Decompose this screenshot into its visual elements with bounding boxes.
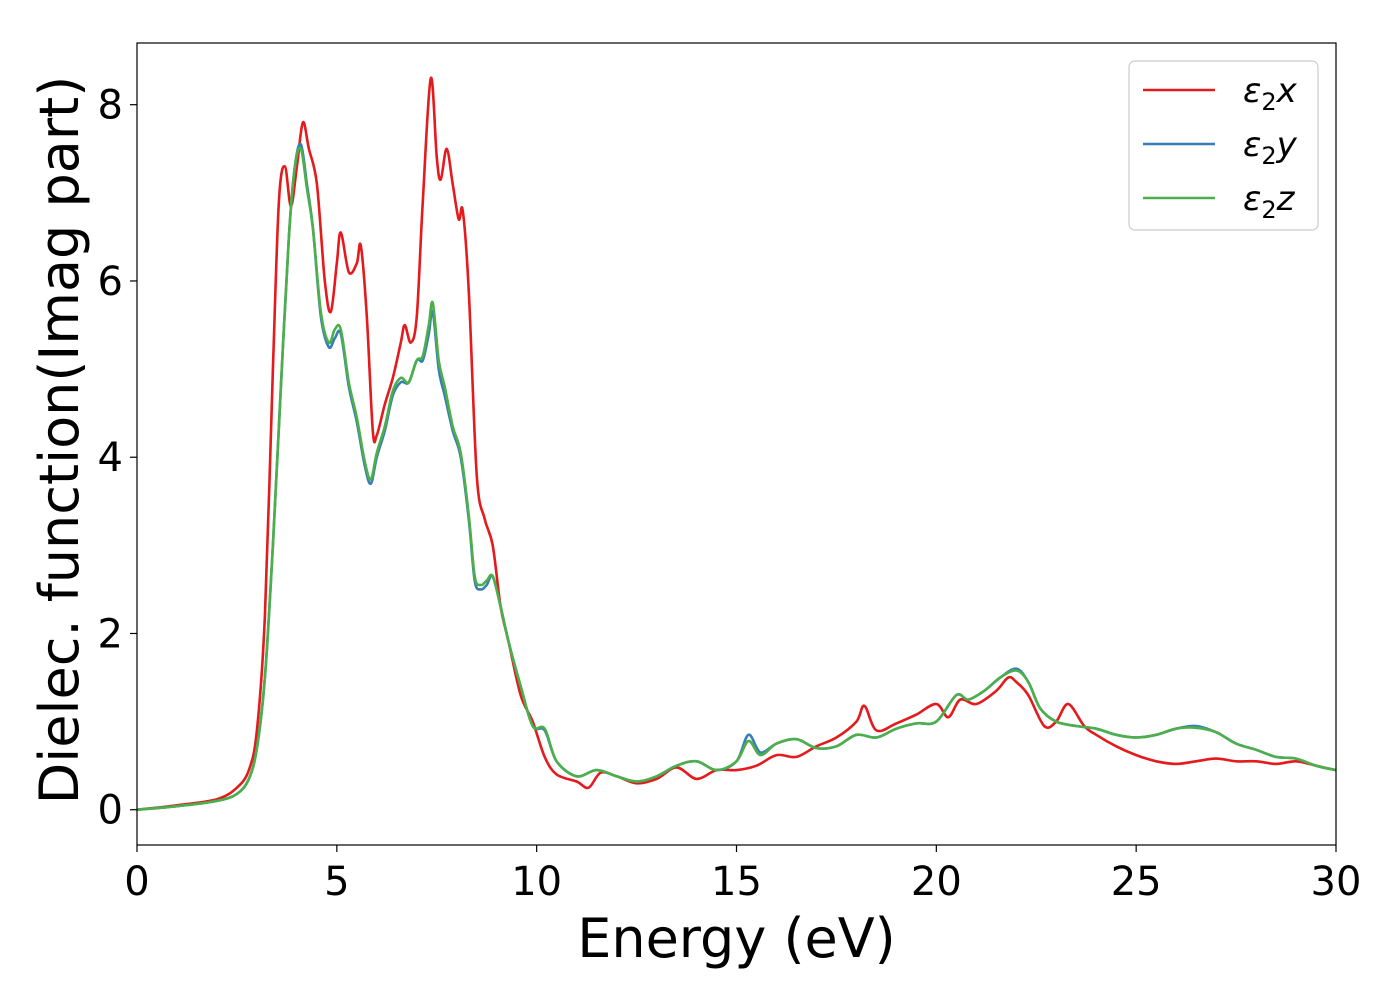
legend-subscript: 2 bbox=[1261, 88, 1276, 116]
legend-subscript: 2 bbox=[1261, 196, 1276, 224]
legend-box bbox=[1128, 60, 1319, 231]
series-layer bbox=[136, 76, 1337, 811]
y-tick-label: 6 bbox=[98, 259, 123, 305]
x-tick-label: 20 bbox=[911, 859, 962, 905]
legend-component: z bbox=[1276, 179, 1296, 219]
legend-symbol: ε bbox=[1243, 71, 1261, 111]
legend-label-x: ε2x bbox=[1243, 71, 1298, 116]
legend-symbol: ε bbox=[1243, 179, 1261, 219]
y-tick-label: 4 bbox=[98, 435, 123, 481]
x-tick-label: 0 bbox=[124, 859, 149, 905]
y-tick-label: 0 bbox=[98, 788, 123, 834]
legend-label-z: ε2z bbox=[1243, 179, 1296, 224]
y-axis-ticks: 0 2 4 6 8 bbox=[98, 83, 137, 834]
x-tick-label: 10 bbox=[511, 859, 562, 905]
series-line-z bbox=[136, 146, 1337, 811]
legend-subscript: 2 bbox=[1261, 142, 1276, 170]
x-axis-ticks: 0 5 10 15 20 25 30 bbox=[124, 845, 1361, 905]
series-line-x bbox=[136, 76, 1337, 811]
y-axis-label: Dielec. function(Imag part) bbox=[28, 76, 91, 805]
x-axis-label: Energy (eV) bbox=[577, 907, 896, 970]
x-tick-label: 30 bbox=[1311, 859, 1362, 905]
y-tick-label: 2 bbox=[98, 611, 123, 657]
x-tick-label: 15 bbox=[711, 859, 762, 905]
x-tick-label: 25 bbox=[1111, 859, 1162, 905]
legend-component: y bbox=[1276, 125, 1298, 165]
series-line-y bbox=[136, 142, 1337, 811]
legend-symbol: ε bbox=[1243, 125, 1261, 165]
y-tick-label: 8 bbox=[98, 83, 123, 129]
legend-component: x bbox=[1276, 71, 1298, 111]
legend-label-y: ε2y bbox=[1243, 125, 1298, 170]
x-tick-label: 5 bbox=[324, 859, 349, 905]
